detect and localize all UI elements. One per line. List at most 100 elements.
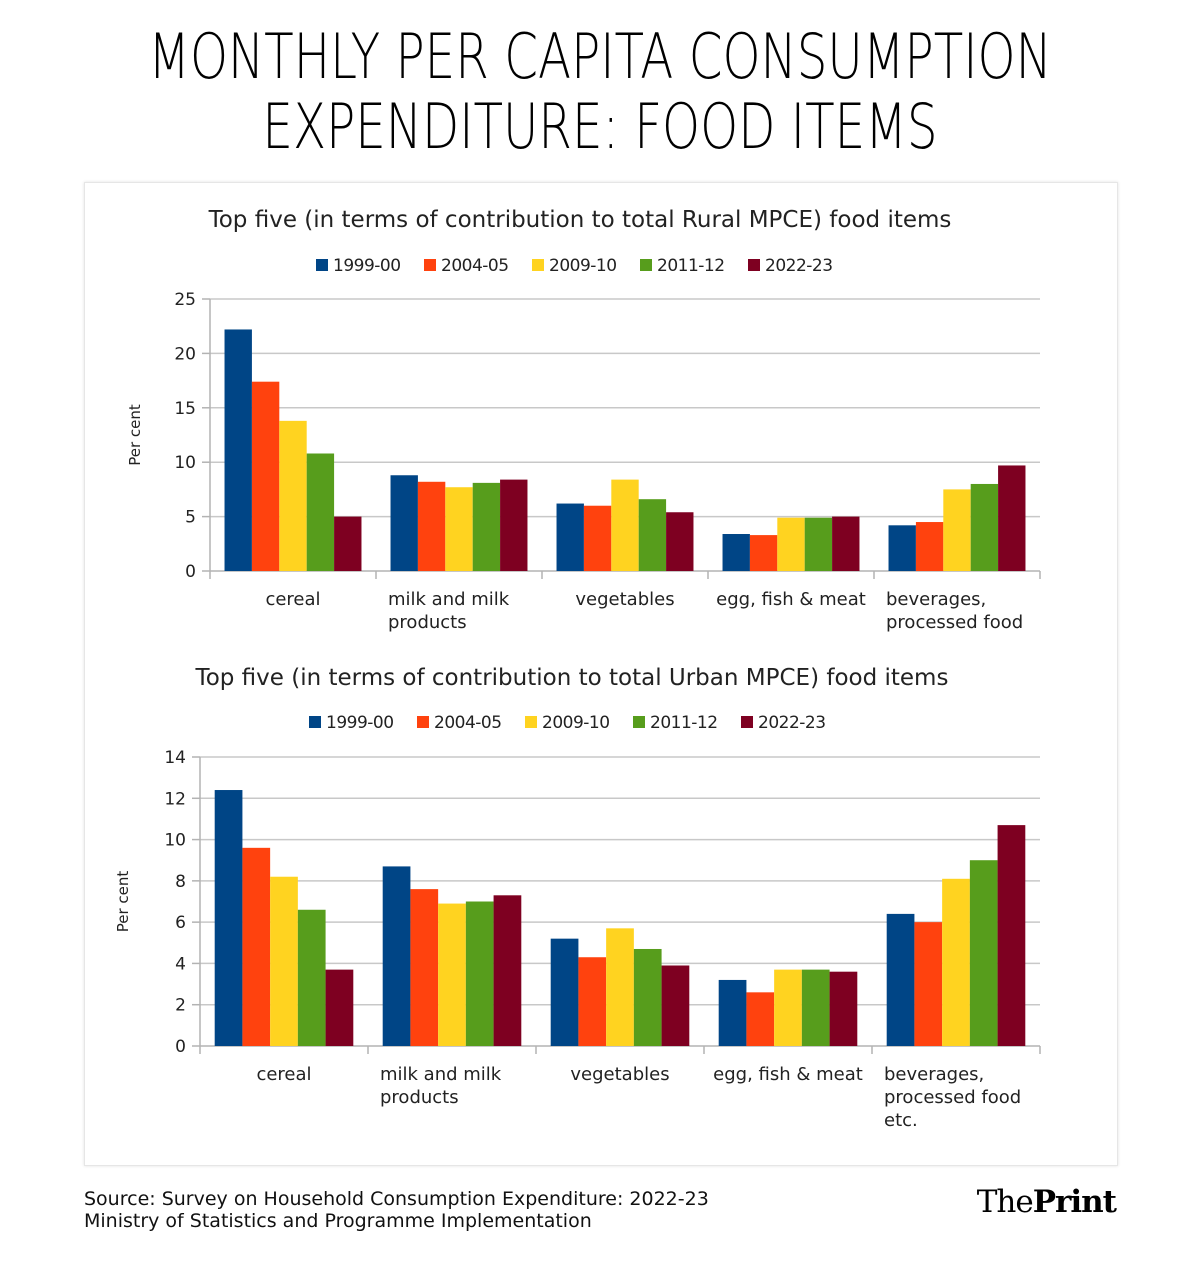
bar [718,979,747,1046]
legend-swatch [309,716,321,728]
y-tick-label: 4 [175,954,186,974]
bar [943,489,971,571]
logo-part-the: The [976,1184,1034,1220]
x-category-label: cereal [256,1064,311,1085]
x-category-label: egg, fish & meat [713,1064,863,1085]
legend-label: 2004-05 [434,713,502,733]
legend-label: 2011-12 [650,713,718,733]
bar [472,482,501,571]
y-tick-label: 14 [164,748,186,768]
legend-swatch [748,259,760,271]
source-line-2: Ministry of Statistics and Programme Imp… [84,1210,592,1232]
bar [438,903,466,1046]
bar [969,860,998,1046]
x-category-label: vegetables [570,1064,669,1085]
bar [774,969,802,1046]
legend-swatch [640,259,652,271]
bar [997,825,1026,1046]
bar [306,453,335,571]
y-tick-label: 2 [175,996,186,1016]
chart-title: Top five (in terms of contribution to to… [195,665,949,691]
y-tick-label: 8 [175,872,186,892]
bar [914,922,943,1046]
legend-swatch [316,259,328,271]
bar [722,534,750,571]
y-tick-label: 0 [185,562,196,582]
y-tick-label: 12 [164,789,186,809]
chart-title: Top five (in terms of contribution to to… [208,207,952,233]
x-category-label: processed food [884,1087,1021,1108]
bar [606,928,634,1046]
bar [382,866,411,1046]
bar [661,965,690,1046]
headline-line-2: EXPENDITURE: FOOD ITEMS [262,90,938,163]
legend-label: 2009-10 [542,713,610,733]
bar [998,465,1026,571]
bar [214,790,243,1046]
legend-swatch [417,716,429,728]
x-category-label: vegetables [575,589,674,610]
legend-swatch [424,259,436,271]
x-category-label: cereal [265,589,320,610]
y-axis-label: Per cent [126,404,144,466]
x-category-label: products [388,612,467,633]
y-tick-label: 10 [174,453,196,473]
bar [500,479,528,571]
y-tick-label: 15 [174,399,196,419]
legend-label: 2011-12 [657,256,725,276]
bar [749,535,778,571]
x-category-label: products [380,1087,459,1108]
bar [666,512,694,571]
chart-rural: Top five (in terms of contribution to to… [126,207,1041,633]
bar [390,475,418,571]
bar [410,889,439,1046]
legend-swatch [525,716,537,728]
y-tick-label: 6 [175,913,186,933]
bar [493,895,522,1046]
y-tick-label: 5 [185,508,196,528]
y-tick-label: 0 [175,1037,186,1057]
y-tick-label: 10 [164,831,186,851]
x-category-label: milk and milk [388,589,510,610]
legend-swatch [532,259,544,271]
source-note: Source: Survey on Household Consumption … [84,1188,709,1232]
chart-urban: Top five (in terms of contribution to to… [114,665,1041,1131]
bar [270,876,298,1046]
legend-label: 1999-00 [326,713,394,733]
bar [970,483,999,571]
legend-label: 2009-10 [549,256,617,276]
y-tick-label: 20 [174,344,196,364]
source-line-1: Source: Survey on Household Consumption … [84,1188,709,1210]
bar [550,938,579,1046]
x-category-label: beverages, [884,1064,984,1085]
legend-label: 2022-23 [765,256,833,276]
bar [279,420,307,571]
bar [465,901,494,1046]
bar [633,948,662,1046]
bar [297,909,326,1046]
legend-swatch [633,716,645,728]
x-category-label: egg, fish & meat [716,589,866,610]
theprint-logo: ThePrint [960,1184,1117,1220]
x-category-label: milk and milk [380,1064,502,1085]
bar [611,479,639,571]
bar [888,525,916,571]
x-category-label: etc. [884,1110,918,1131]
bar [325,969,354,1046]
bar [777,517,805,571]
y-tick-label: 25 [174,290,196,310]
bar [746,992,775,1046]
bar [251,381,280,571]
bar [224,329,252,571]
y-axis-label: Per cent [114,871,132,933]
bar [556,503,584,571]
bar [829,971,858,1046]
bar [578,957,607,1046]
bar [886,913,915,1046]
bar [417,481,446,571]
bar [638,499,667,571]
x-category-label: processed food [886,612,1023,633]
bar [583,505,612,571]
bar [804,517,833,571]
